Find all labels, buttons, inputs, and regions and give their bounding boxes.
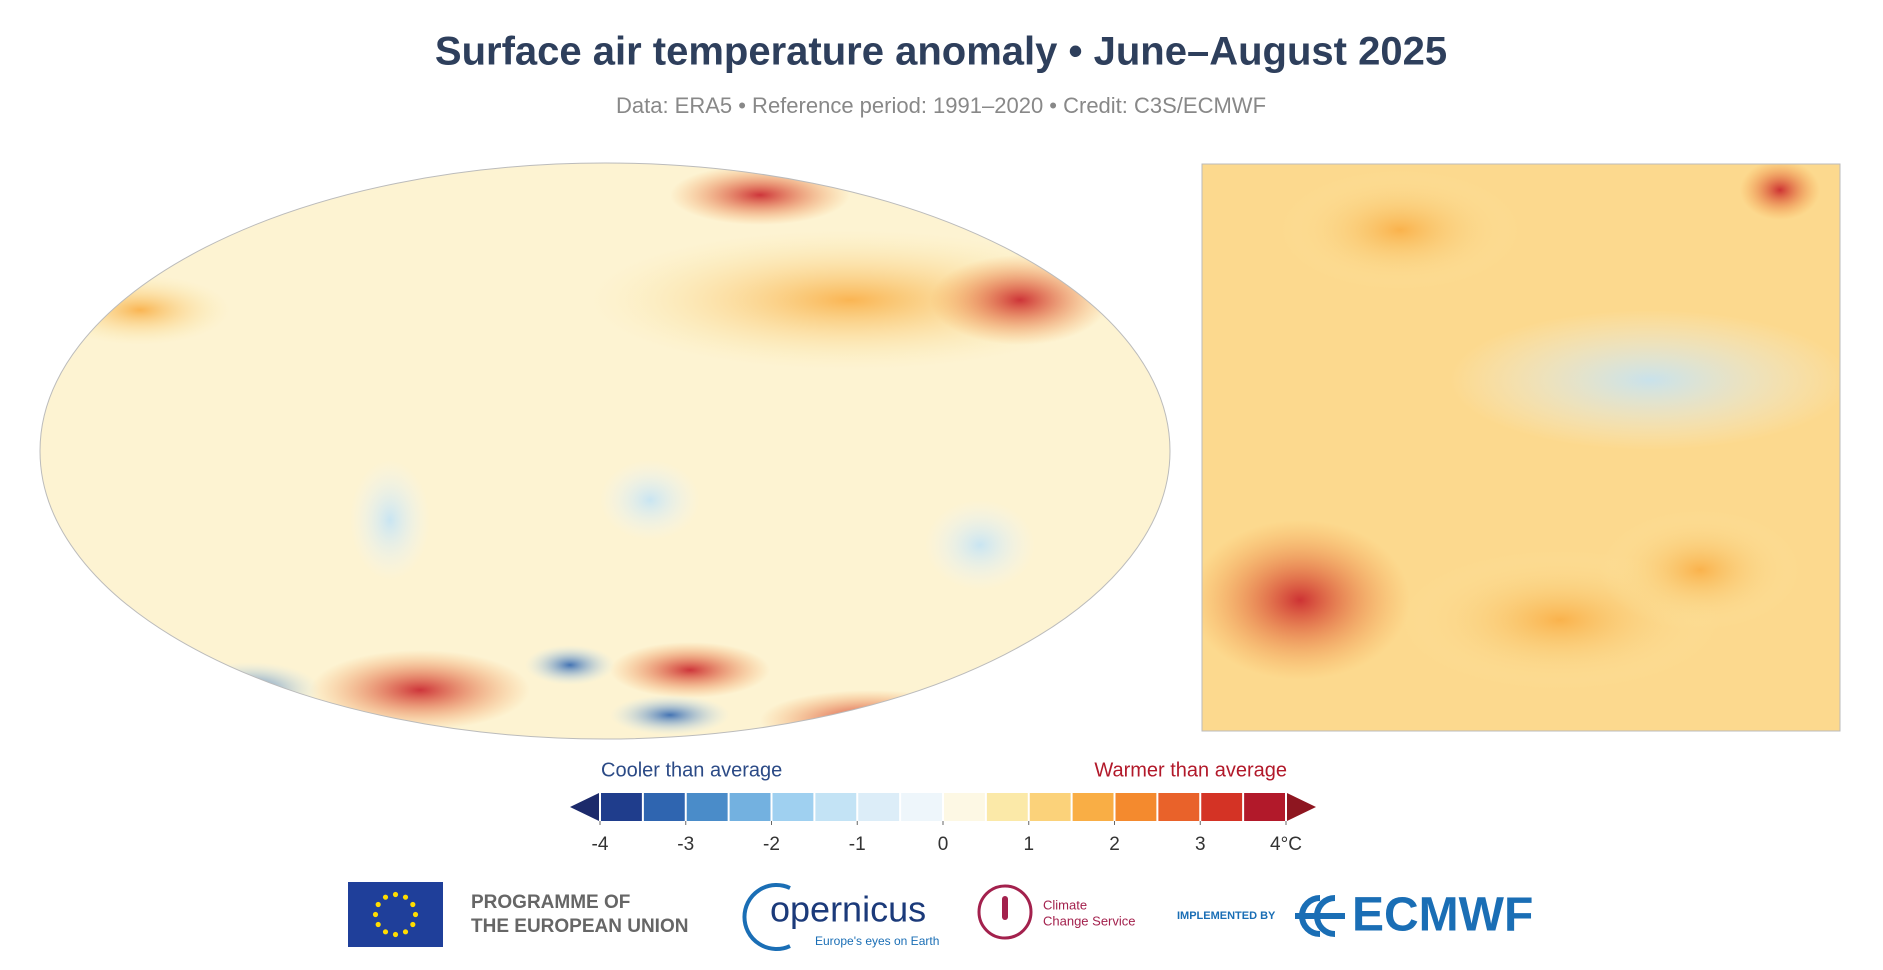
eu-star <box>402 894 409 900</box>
europe-map <box>1202 164 1840 731</box>
title: Surface air temperature anomaly • June–A… <box>435 30 1447 74</box>
cooler-label: Cooler than average <box>601 759 782 781</box>
ecmwf-icon <box>1295 895 1345 937</box>
eu-text: PROGRAMME OF <box>471 892 630 913</box>
colorbar-swatch <box>858 793 900 821</box>
logos: PROGRAMME OF THE EUROPEAN UNION opernicu… <box>348 882 1533 951</box>
copernicus-text: opernicus <box>770 889 926 930</box>
colorbar: -4 -3 -2 -1 0 1 2 3 4°C <box>570 793 1316 855</box>
colorbar-swatch <box>772 793 814 821</box>
eu-star <box>410 901 416 908</box>
colorbar-swatch <box>1029 793 1071 821</box>
eu-star <box>382 894 389 900</box>
colorbar-arrow-low <box>570 793 599 821</box>
colorbar-swatch <box>1158 793 1200 821</box>
world-map <box>40 163 1170 739</box>
colorbar-tick-label: 4°C <box>1270 834 1302 855</box>
colorbar-swatch <box>686 793 728 821</box>
eu-star <box>412 911 419 918</box>
copernicus-c <box>742 883 791 951</box>
colorbar-swatch <box>1244 793 1285 821</box>
colorbar-arrow-high <box>1287 793 1316 821</box>
colorbar-swatch <box>815 793 857 821</box>
eu-stars <box>372 891 419 938</box>
copernicus-tagline: Europe's eyes on Earth <box>815 934 939 948</box>
colorbar-swatch <box>601 793 642 821</box>
colorbar-swatch <box>729 793 771 821</box>
eu-star <box>375 901 381 908</box>
eu-text: THE EUROPEAN UNION <box>471 916 688 937</box>
colorbar-tick-label: 3 <box>1195 834 1206 855</box>
c3s-text: Climate <box>1043 897 1087 912</box>
europe-outline <box>1201 163 1841 732</box>
map-outline <box>39 162 1171 740</box>
eu-star <box>392 891 399 898</box>
eu-star <box>410 921 416 928</box>
colorbar-swatch <box>986 793 1028 821</box>
eu-flag <box>348 882 443 947</box>
colorbar-swatch <box>901 793 942 821</box>
colorbar-swatch <box>1072 793 1114 821</box>
colorbar-tick-label: 2 <box>1109 834 1120 855</box>
subtitle: Data: ERA5 • Reference period: 1991–2020… <box>616 93 1266 118</box>
colorbar-swatch <box>643 793 685 821</box>
colorbar-swatch <box>1201 793 1243 821</box>
colorbar-tick-label: 1 <box>1023 834 1034 855</box>
eu-star <box>402 929 409 935</box>
ecmwf-text: ECMWF <box>1352 889 1533 942</box>
eu-star <box>375 921 381 928</box>
eu-star <box>382 929 389 935</box>
colorbar-tick-label: 0 <box>938 834 949 855</box>
eu-star <box>392 931 399 938</box>
c3s-icon <box>977 884 1033 940</box>
c3s-text: Change Service <box>1043 913 1136 928</box>
eu-star <box>372 911 379 918</box>
colorbar-tick-label: -2 <box>763 834 780 855</box>
implemented-by: IMPLEMENTED BY <box>1177 910 1276 922</box>
c3s-thermometer <box>1002 896 1008 920</box>
colorbar-tick-label: -4 <box>592 834 609 855</box>
colorbar-swatch <box>1115 793 1157 821</box>
colorbar-swatch <box>944 793 985 821</box>
colorbar-tick-label: -3 <box>677 834 694 855</box>
warmer-label: Warmer than average <box>1094 759 1287 781</box>
colorbar-tick-label: -1 <box>849 834 866 855</box>
